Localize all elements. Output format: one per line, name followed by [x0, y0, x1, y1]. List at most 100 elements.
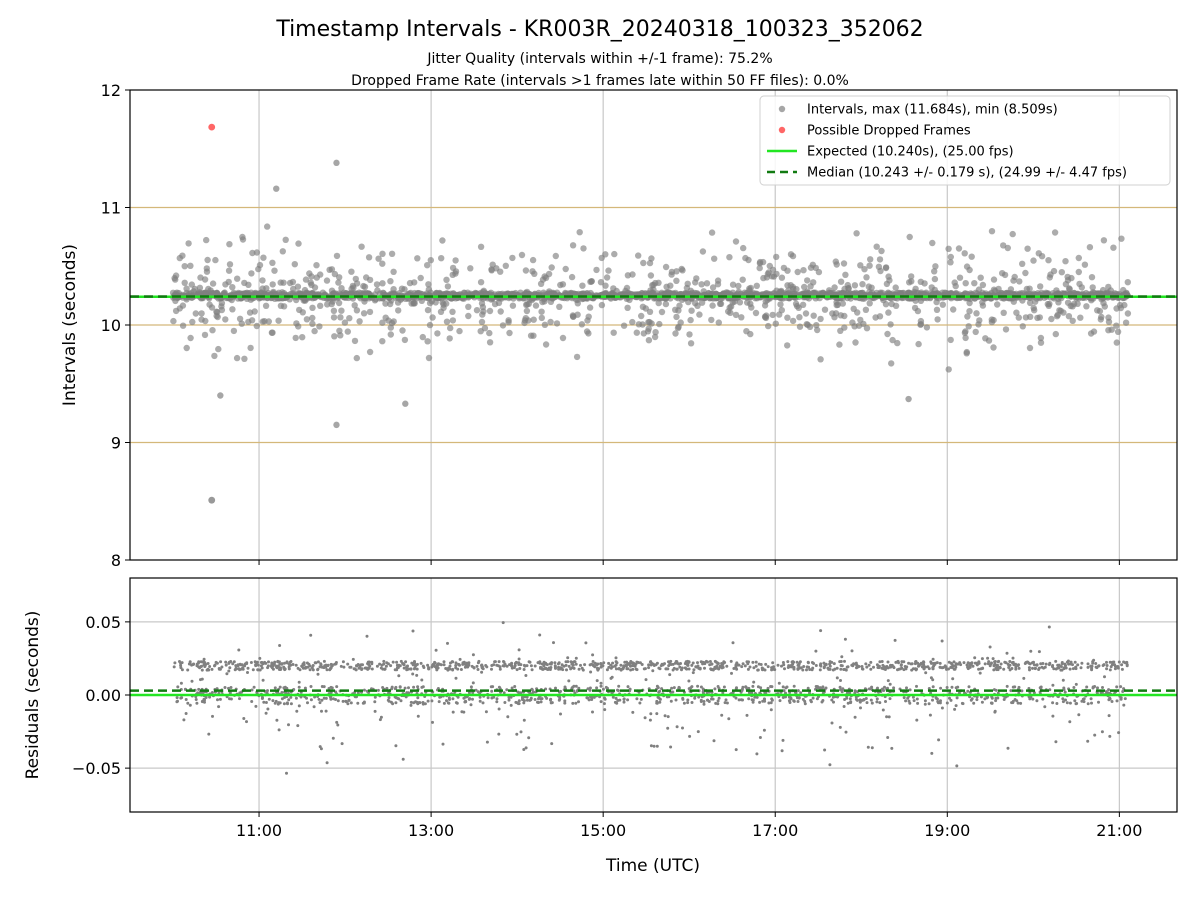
interval-point	[269, 329, 276, 336]
residual-point	[283, 696, 286, 699]
residual-point	[944, 665, 948, 669]
residual-point	[509, 703, 513, 707]
residual-point	[762, 728, 766, 732]
interval-point	[573, 296, 580, 303]
residual-point	[709, 668, 713, 672]
interval-point	[443, 276, 450, 283]
residual-point	[611, 695, 615, 699]
residual-point	[448, 698, 451, 701]
residual-point	[271, 699, 275, 703]
residual-point	[586, 687, 590, 691]
residual-point	[1022, 676, 1026, 680]
interval-point	[203, 265, 210, 272]
residual-point	[802, 665, 806, 668]
interval-point	[529, 256, 537, 264]
interval-point	[1007, 286, 1015, 293]
residual-point	[1060, 661, 1064, 664]
residual-point	[537, 661, 541, 664]
residual-point	[251, 668, 255, 672]
residual-point	[931, 685, 935, 689]
residual-point	[379, 715, 383, 719]
residual-point	[1007, 666, 1011, 669]
residual-point	[1122, 703, 1126, 707]
interval-point	[499, 322, 507, 329]
interval-point	[417, 274, 424, 282]
residual-point	[588, 686, 592, 690]
interval-point	[1076, 280, 1083, 288]
residual-point	[505, 664, 509, 668]
interval-point	[379, 280, 386, 287]
interval-point	[917, 278, 924, 285]
residual-point	[569, 660, 573, 664]
residual-point	[513, 685, 517, 688]
residual-point	[1072, 686, 1076, 689]
residual-point	[282, 702, 286, 706]
residual-point	[495, 697, 499, 701]
residual-point	[708, 660, 712, 663]
interval-point	[700, 288, 707, 295]
residual-point	[370, 667, 374, 671]
residual-point	[699, 685, 703, 689]
interval-point	[236, 315, 244, 322]
residual-point	[260, 666, 264, 670]
interval-point	[1066, 285, 1073, 292]
residual-point	[334, 662, 338, 666]
residual-point	[626, 667, 630, 671]
interval-point	[650, 286, 657, 293]
residual-point	[577, 686, 581, 690]
interval-point	[351, 302, 358, 309]
residual-point	[291, 663, 295, 666]
residual-point	[1019, 701, 1023, 705]
interval-point	[1022, 269, 1029, 277]
residual-point	[366, 660, 370, 664]
residual-point	[796, 667, 800, 671]
interval-point	[183, 344, 190, 352]
interval-point	[613, 287, 620, 295]
residual-point	[666, 726, 670, 730]
residual-point	[376, 688, 380, 692]
residual-point	[734, 663, 738, 667]
interval-point	[333, 159, 340, 167]
top-y-tick-label: 9	[111, 434, 121, 453]
interval-point	[379, 250, 386, 257]
residual-point	[201, 660, 205, 664]
residual-point	[435, 666, 439, 670]
interval-point	[888, 360, 895, 367]
interval-point	[1037, 339, 1045, 346]
residual-point	[875, 697, 879, 701]
interval-point	[562, 265, 569, 273]
residual-point	[820, 700, 824, 704]
interval-point	[866, 262, 873, 269]
residual-point	[446, 641, 449, 645]
residual-point	[176, 685, 180, 689]
residual-point	[899, 667, 902, 671]
residual-point	[882, 689, 886, 692]
residual-point	[617, 667, 621, 671]
interval-point	[1015, 314, 1022, 321]
residual-point	[373, 695, 377, 699]
interval-point	[672, 330, 679, 337]
interval-point	[1088, 274, 1096, 281]
residual-point	[399, 659, 403, 663]
top-y-tick-label: 10	[101, 316, 121, 335]
interval-point	[810, 279, 817, 286]
residual-point	[945, 667, 948, 671]
residual-point	[1028, 668, 1031, 672]
residual-point	[675, 660, 679, 664]
residual-point	[838, 725, 842, 729]
interval-point	[1024, 245, 1031, 252]
residual-point	[567, 679, 571, 683]
residual-point	[702, 702, 706, 706]
residual-point	[1073, 699, 1077, 703]
interval-point	[275, 317, 282, 324]
residual-point	[386, 698, 390, 702]
residual-point	[844, 668, 848, 672]
residual-point	[778, 699, 782, 703]
interval-point	[348, 268, 355, 275]
residual-point	[671, 668, 675, 672]
interval-point	[1019, 323, 1026, 330]
residual-point	[724, 698, 728, 702]
residual-point	[745, 660, 749, 664]
residual-point	[639, 697, 643, 701]
residual-point	[756, 668, 760, 672]
